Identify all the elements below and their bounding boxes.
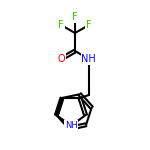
Text: O: O bbox=[57, 54, 65, 64]
Text: NH: NH bbox=[81, 54, 96, 64]
Text: F: F bbox=[86, 20, 92, 30]
Text: F: F bbox=[58, 20, 64, 30]
Text: F: F bbox=[72, 12, 78, 22]
Text: NH: NH bbox=[65, 121, 77, 130]
